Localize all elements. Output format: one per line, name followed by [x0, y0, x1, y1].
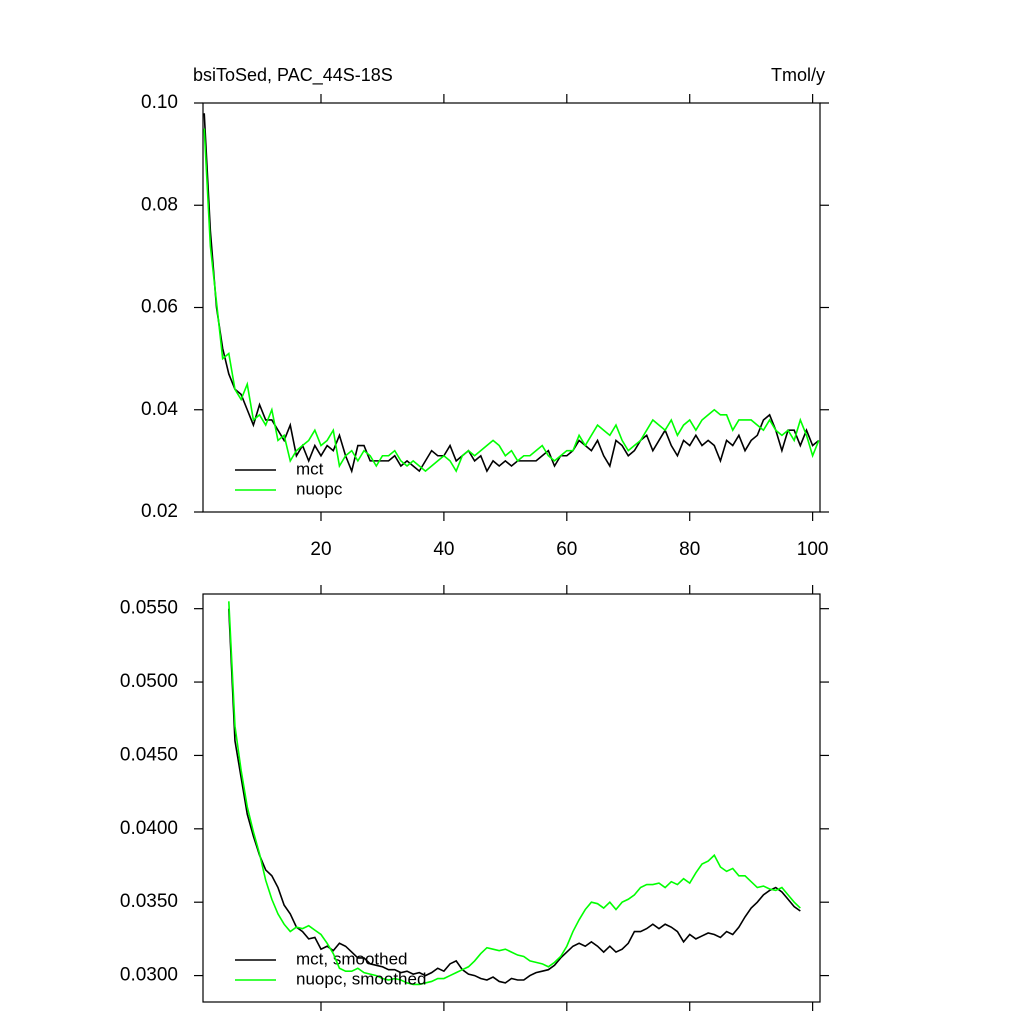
series-line [203, 113, 820, 474]
x-tick-label: 20 [310, 539, 331, 560]
series-line [203, 128, 820, 473]
x-tick-label: 40 [433, 539, 454, 560]
y-tick-label: 0.04 [141, 399, 178, 420]
y-tick-label: 0.0500 [120, 671, 178, 692]
x-tick-label: 80 [679, 539, 700, 560]
legend-label: mct [296, 459, 324, 478]
legend-label: nuopc, smoothed [296, 969, 426, 988]
series-line [228, 608, 801, 984]
y-tick-label: 0.10 [141, 92, 178, 113]
plot-frame [202, 593, 821, 1003]
y-tick-label: 0.0350 [120, 891, 178, 912]
y-tick-label: 0.02 [141, 501, 178, 522]
y-tick-label: 0.0450 [120, 744, 178, 765]
units-label: Tmol/y [771, 65, 825, 85]
legend-label: nuopc [296, 479, 343, 498]
legend-label: mct, smoothed [296, 949, 408, 968]
chart-title: bsiToSed, PAC_44S-18S [193, 65, 393, 86]
y-tick-label: 0.0550 [120, 598, 178, 619]
series-line [228, 601, 801, 986]
x-tick-label: 60 [556, 539, 577, 560]
y-tick-label: 0.0300 [120, 965, 178, 986]
x-tick-label: 100 [797, 539, 829, 560]
y-tick-label: 0.08 [141, 194, 178, 215]
y-tick-label: 0.06 [141, 297, 178, 318]
y-tick-label: 0.0400 [120, 818, 178, 839]
